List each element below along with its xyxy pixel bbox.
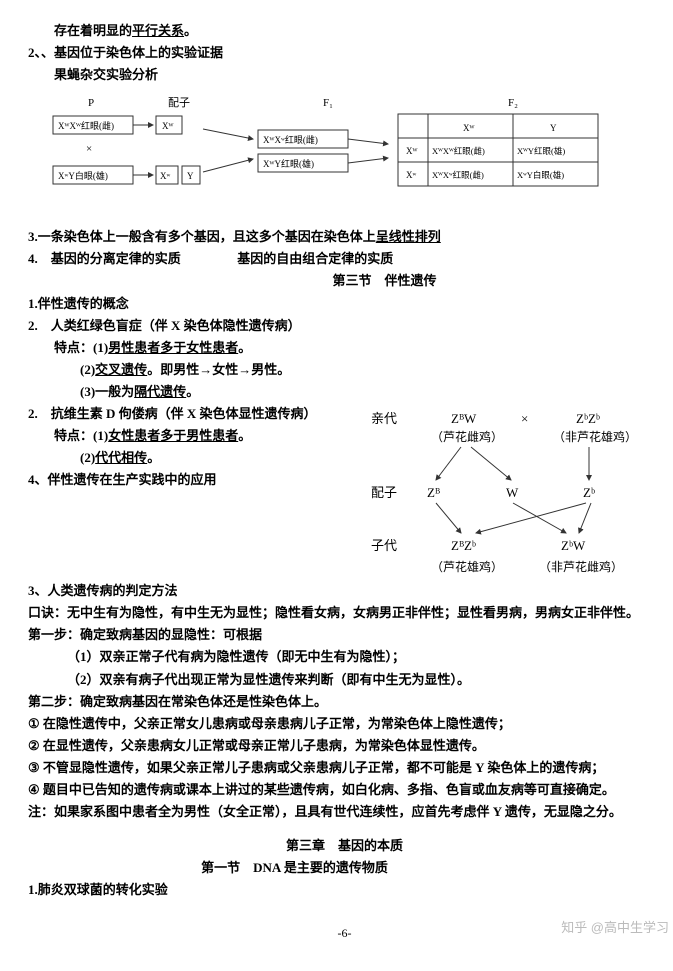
text: (2) [80,362,95,377]
top-fragment: 存在着明显的平行关系。 [28,20,661,42]
underline-text: 呈线性排列 [376,229,441,244]
text: 不管显隐性遗传，如果父亲正常儿子患病或父亲患病儿子正常，都不可能是 Y 染色体上… [43,760,604,775]
text: (1) [93,340,108,355]
p-male-pheno: （非芦花雄鸡） [553,429,637,444]
f1-female: XᵂXʷ红眼(雌) [263,134,318,145]
punnett-c22: XʷY白眼(雄) [517,170,564,180]
text: 。 [147,450,160,465]
subheading-2: 果蝇杂交实验分析 [28,64,661,86]
label-p: P [88,97,94,109]
punnett-c11: XᵂXᵂ红眼(雌) [432,146,485,156]
cross-symbol: × [86,143,92,155]
text: 。即男性→女性→男性。 [147,362,290,377]
g3: Zᵇ [583,485,595,500]
step1-b: （2）双亲有病子代出现正常为显性遗传来判断（即有中生无为显性）。 [28,669,661,691]
text-right: 基因的自由组合定律的实质 [237,251,393,266]
text-left: 4. 基因的分离定律的实质 [28,251,181,266]
text: 题目中已告知的遗传病或课本上讲过的某些遗传病，如白化病、多指、色盲或血友病等可直… [43,782,615,797]
b3-method: 3、人类遗传病的判定方法 [28,580,661,602]
label: 特点： [54,340,93,355]
punnett-c12: XᵂY红眼(雄) [517,146,565,156]
p-female-gamete: Xᵂ [162,121,174,131]
label-f2: F₂ [508,97,518,109]
step2-1: ① 在隐性遗传中，父亲正常女儿患病或母亲患病儿子正常，为常染色体上隐性遗传； [28,713,661,735]
step1: 第一步：确定致病基因的显隐性：可根据 [28,624,661,646]
punnett-r2: Xʷ [406,170,416,180]
parent-label: 亲代 [371,411,397,426]
step2: 第二步：确定致病基因在常染色体还是性染色体上。 [28,691,661,713]
point-4: 4. 基因的分离定律的实质 基因的自由组合定律的实质 [28,248,661,270]
label-gamete: 配子 [168,96,190,109]
o1-geno: ZᴮZᵇ [451,538,476,553]
step2-2: ② 在显性遗传，父亲患病女儿正常或母亲正常儿子患病，为常染色体显性遗传。 [28,735,661,757]
section-3-title: 第三节 伴性遗传 [28,270,661,292]
text: 存在着明显的 [54,23,132,38]
document-page: 存在着明显的平行关系。 2、、基因位于染色体上的实验证据 果蝇杂交实验分析 P … [0,0,673,971]
b2-features: 特点：(1)男性患者多于女性患者。 [28,337,661,359]
p-female: XᵂXᵂ红眼(雌) [58,120,114,131]
step2-3: ③ 不管显隐性遗传，如果父亲正常儿子患病或父亲患病儿子正常，都不可能是 Y 染色… [28,757,661,779]
underline-text: 交叉遗传 [95,362,147,377]
mnemonic: 口诀：无中生有为隐性，有中生无为显性；隐性看女病，女病男正非伴性；显性看男病，男… [28,602,661,624]
text: 。 [186,384,199,399]
p-female-geno: ZᴮW [451,411,477,426]
underline-text: 平行关系 [132,23,184,38]
underline-text: 代代相传 [95,450,147,465]
note: 注：如果家系图中患者全为男性（女全正常），且具有世代连续性，应首先考虑伴 Y 遗… [28,801,661,823]
f1-male: XᵂY红眼(雄) [263,158,314,169]
heading-2: 2、、基因位于染色体上的实验证据 [28,42,661,64]
punnett-h1: Xᵂ [463,123,475,133]
g2: W [506,485,519,500]
chicken-cross-diagram: 亲代 ZᴮW × ZᵇZᵇ （芦花雌鸡） （非芦花雄鸡） 配子 Zᴮ W Zᵇ … [361,405,661,580]
text: (1) [93,428,108,443]
o2-geno: ZᵇW [561,538,586,553]
cross-sym: × [521,411,528,426]
b1: 1.伴性遗传的概念 [28,293,661,315]
p-male: XʷY白眼(雄) [58,170,108,181]
text: 在显性遗传，父亲患病女儿正常或母亲正常儿子患病，为常染色体显性遗传。 [43,738,485,753]
offspring-label: 子代 [371,538,397,553]
underline-text: 女性患者多于男性患者 [108,428,238,443]
label-f1: F₁ [323,97,333,109]
punnett-square: Xᵂ Y Xᵂ Xʷ XᵂXᵂ红眼(雌) XᵂY红眼(雄) XᵂXʷ红眼(雌) … [398,114,598,186]
punnett-h2: Y [550,123,557,133]
text: 。 [238,428,251,443]
step2-4: ④ 题目中已告知的遗传病或课本上讲过的某些遗传病，如白化病、多指、色盲或血友病等… [28,779,661,801]
watermark: 知乎 @高中生学习 [561,917,669,936]
chapter-3-title: 第三章 基因的本质 [28,835,661,857]
b2-f3: (3)一般为隔代遗传。 [28,381,661,403]
label: 特点： [54,428,93,443]
text: 3.一条染色体上一般含有多个基因，且这多个基因在染色体上 [28,229,376,244]
experiment-1: 1.肺炎双球菌的转化实验 [28,879,661,901]
chapter-3-section-1: 第一节 DNA 是主要的遗传物质 [28,857,661,879]
o2-pheno: （非芦花雌鸡） [539,559,623,574]
fruitfly-cross-diagram: P 配子 F₁ F₂ XᵂXᵂ红眼(雌) Xᵂ × XʷY白眼(雄) Xʷ Y … [48,94,608,214]
point-3: 3.一条染色体上一般含有多个基因，且这多个基因在染色体上呈线性排列 [28,226,661,248]
punnett-c21: XᵂXʷ红眼(雌) [432,170,484,180]
text: 。 [184,23,197,38]
g1: Zᴮ [427,485,440,500]
p-male-geno: ZᵇZᵇ [576,411,600,426]
p-male-g1: Xʷ [160,171,170,181]
o1-pheno: （芦花雄鸡） [431,559,503,574]
gamete-label: 配子 [371,485,397,500]
p-female-pheno: （芦花雌鸡） [431,429,503,444]
p-male-g2: Y [187,171,194,181]
b2: 2. 人类红绿色盲症（伴 X 染色体隐性遗传病） [28,315,661,337]
punnett-r1: Xᵂ [406,146,418,156]
underline-text: 男性患者多于女性患者 [108,340,238,355]
underline-text: 隔代遗传 [134,384,186,399]
text: 在隐性遗传中，父亲正常女儿患病或母亲患病儿子正常，为常染色体上隐性遗传； [43,716,511,731]
text: 。 [238,340,251,355]
text: (3)一般为 [80,384,134,399]
step1-a: （1）双亲正常子代有病为隐性遗传（即无中生有为隐性）； [28,646,661,668]
text: (2) [80,450,95,465]
b2-f2: (2)交叉遗传。即男性→女性→男性。 [28,359,661,381]
